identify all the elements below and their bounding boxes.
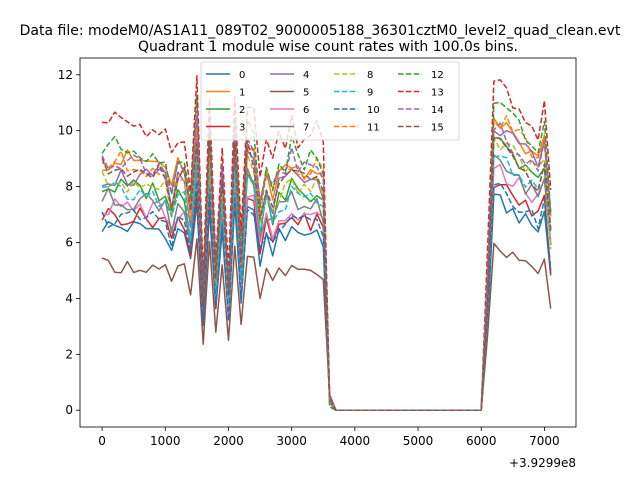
legend-label-15: 15: [431, 123, 444, 134]
legend-label-12: 12: [431, 70, 444, 81]
legend-label-6: 6: [303, 105, 309, 116]
legend-label-11: 11: [367, 123, 380, 134]
y-tick-label: 8: [65, 180, 73, 194]
legend-label-13: 13: [431, 88, 444, 99]
y-tick-label: 10: [58, 124, 73, 138]
x-tick-label: 2000: [213, 434, 244, 448]
suptitle: Data file: modeM0/AS1A11_089T02_90000051…: [20, 23, 621, 39]
legend-label-0: 0: [239, 70, 245, 81]
legend-label-4: 4: [303, 70, 309, 81]
y-tick-label: 6: [65, 236, 73, 250]
legend-label-1: 1: [239, 88, 245, 99]
chart-title: Quadrant 1 module wise count rates with …: [138, 39, 518, 55]
legend-label-2: 2: [239, 105, 245, 116]
series-line-10: [101, 181, 552, 411]
y-tick-label: 2: [65, 347, 73, 361]
x-tick-label: 0: [98, 434, 106, 448]
legend-label-14: 14: [431, 105, 444, 116]
legend-label-10: 10: [367, 105, 380, 116]
series-line-15: [101, 132, 552, 411]
y-tick-label: 12: [58, 68, 73, 82]
legend-label-5: 5: [303, 88, 309, 99]
x-tick-label: 1000: [150, 434, 181, 448]
x-tick-label: 5000: [403, 434, 434, 448]
legend-frame: [200, 61, 460, 141]
y-axis: 0 2 4 6 8 10 12: [58, 68, 80, 417]
legend-label-7: 7: [303, 123, 309, 134]
x-offset-label: +3.9299e8: [509, 456, 576, 470]
x-tick-label: 4000: [340, 434, 371, 448]
x-tick-label: 7000: [529, 434, 560, 448]
legend-label-3: 3: [239, 123, 245, 134]
y-tick-label: 4: [65, 291, 73, 305]
x-tick-label: 3000: [276, 434, 307, 448]
x-axis: 0 1000 2000 3000 4000 5000 6000 7000: [98, 427, 560, 448]
legend-label-8: 8: [367, 70, 373, 81]
y-tick-label: 0: [65, 403, 73, 417]
series-layer: [101, 75, 552, 411]
x-tick-label: 6000: [466, 434, 497, 448]
legend-label-9: 9: [367, 88, 373, 99]
